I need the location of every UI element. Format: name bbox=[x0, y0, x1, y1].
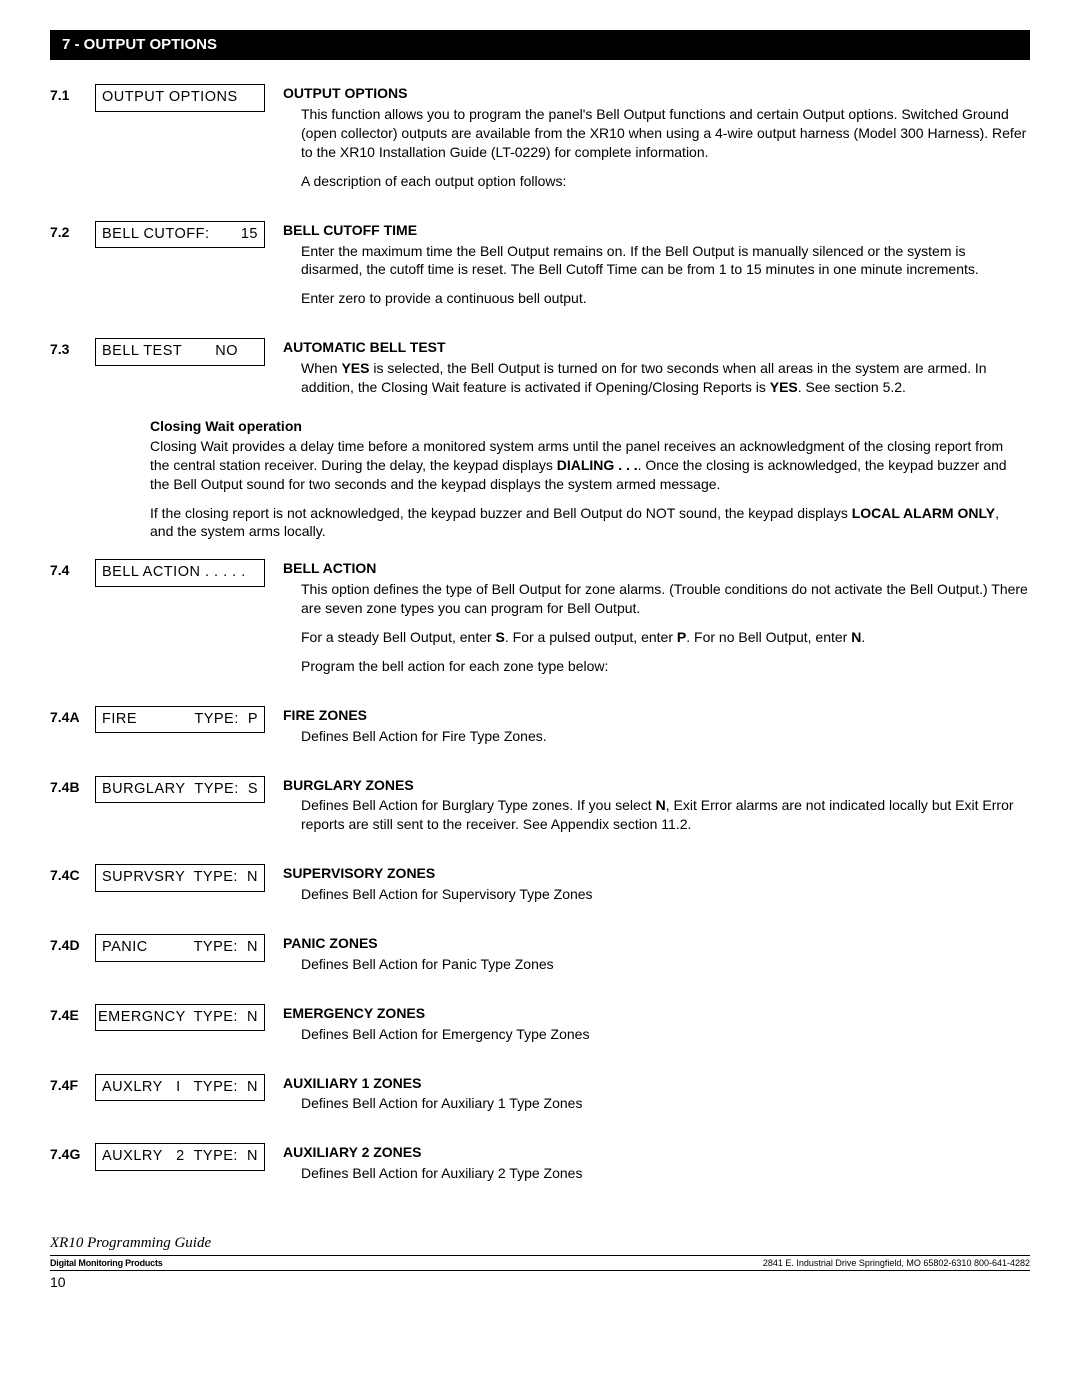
body-text: Defines Bell Action for Supervisory Type… bbox=[301, 885, 1030, 904]
lcd-text-left: BELL CUTOFF: bbox=[102, 225, 210, 245]
footer-guide-title: XR10 Programming Guide bbox=[50, 1233, 1030, 1256]
lcd-display: FIRE TYPE: P bbox=[95, 706, 265, 734]
body-text: Defines Bell Action for Emergency Type Z… bbox=[301, 1025, 1030, 1044]
lcd-display: OUTPUT OPTIONS bbox=[95, 84, 265, 112]
desc-title: AUXILIARY 1 ZONES bbox=[283, 1074, 1030, 1093]
lcd-display: AUXLRY I TYPE: N bbox=[95, 1074, 265, 1102]
row-7-4d: 7.4D PANIC TYPE: N PANIC ZONES Defines Be… bbox=[50, 934, 1030, 984]
row-7-3: 7.3 BELL TEST NO AUTOMATIC BELL TEST When… bbox=[50, 338, 1030, 407]
body-text: Defines Bell Action for Burglary Type zo… bbox=[301, 796, 1030, 834]
section-number: 7.4E bbox=[50, 1004, 95, 1025]
body-text: Defines Bell Action for Panic Type Zones bbox=[301, 955, 1030, 974]
desc-title: OUTPUT OPTIONS bbox=[283, 84, 1030, 103]
section-number: 7.2 bbox=[50, 221, 95, 242]
desc-title: PANIC ZONES bbox=[283, 934, 1030, 953]
row-7-4f: 7.4F AUXLRY I TYPE: N AUXILIARY 1 ZONES D… bbox=[50, 1074, 1030, 1124]
row-7-4e: 7.4E EMERGNCY TYPE: N EMERGENCY ZONES Def… bbox=[50, 1004, 1030, 1054]
lcd-text-left: FIRE bbox=[102, 710, 137, 730]
lcd-display: PANIC TYPE: N bbox=[95, 934, 265, 962]
body-text: A description of each output option foll… bbox=[301, 172, 1030, 191]
section-number: 7.4G bbox=[50, 1143, 95, 1164]
lcd-text-left: EMERGNCY bbox=[98, 1008, 186, 1028]
lcd-display: EMERGNCY TYPE: N bbox=[95, 1004, 265, 1032]
page-number: 10 bbox=[50, 1273, 1030, 1292]
lcd-display: AUXLRY 2 TYPE: N bbox=[95, 1143, 265, 1171]
desc-title: SUPERVISORY ZONES bbox=[283, 864, 1030, 883]
body-text: Enter the maximum time the Bell Output r… bbox=[301, 242, 1030, 280]
desc-title: EMERGENCY ZONES bbox=[283, 1004, 1030, 1023]
lcd-text: OUTPUT OPTIONS bbox=[102, 88, 238, 108]
body-text: For a steady Bell Output, enter S. For a… bbox=[301, 628, 1030, 647]
lcd-text: BELL ACTION . . . . . bbox=[102, 563, 246, 583]
footer-bar: Digital Monitoring Products 2841 E. Indu… bbox=[50, 1256, 1030, 1271]
lcd-text-left: AUXLRY I bbox=[102, 1078, 181, 1098]
lcd-display: BELL CUTOFF: 15 bbox=[95, 221, 265, 249]
section-number: 7.4C bbox=[50, 864, 95, 885]
lcd-display: BELL TEST NO bbox=[95, 338, 265, 366]
lcd-text-left: SUPRVSRY bbox=[102, 868, 185, 888]
lcd-text-right: TYPE: N bbox=[194, 1078, 258, 1098]
section-number: 7.4B bbox=[50, 776, 95, 797]
desc-title: BELL ACTION bbox=[283, 559, 1030, 578]
desc-title: FIRE ZONES bbox=[283, 706, 1030, 725]
section-number: 7.4F bbox=[50, 1074, 95, 1095]
section-number: 7.4A bbox=[50, 706, 95, 727]
row-7-4: 7.4 BELL ACTION . . . . . BELL ACTION Th… bbox=[50, 559, 1030, 685]
section-number: 7.1 bbox=[50, 84, 95, 105]
lcd-text-left: BURGLARY bbox=[102, 780, 186, 800]
body-text: Program the bell action for each zone ty… bbox=[301, 657, 1030, 676]
lcd-text-left: AUXLRY 2 bbox=[102, 1147, 185, 1167]
lcd-text-right: TYPE: N bbox=[194, 1008, 258, 1028]
footer-address: 2841 E. Industrial Drive Springfield, MO… bbox=[763, 1257, 1030, 1269]
section-number: 7.4D bbox=[50, 934, 95, 955]
section-header: 7 - OUTPUT OPTIONS bbox=[50, 30, 1030, 60]
section-number: 7.3 bbox=[50, 338, 95, 359]
body-text: Closing Wait provides a delay time befor… bbox=[150, 437, 1020, 494]
body-text: This function allows you to program the … bbox=[301, 105, 1030, 162]
body-text: When YES is selected, the Bell Output is… bbox=[301, 359, 1030, 397]
body-text: If the closing report is not acknowledge… bbox=[150, 504, 1020, 542]
lcd-display: SUPRVSRY TYPE: N bbox=[95, 864, 265, 892]
lcd-display: BURGLARY TYPE: S bbox=[95, 776, 265, 804]
lcd-text-right: 15 bbox=[241, 225, 258, 245]
lcd-display: BELL ACTION . . . . . bbox=[95, 559, 265, 587]
lcd-text-right: TYPE: S bbox=[194, 780, 258, 800]
lcd-text-left: BELL TEST bbox=[102, 342, 182, 362]
footer-company: Digital Monitoring Products bbox=[50, 1257, 163, 1269]
body-text: Defines Bell Action for Fire Type Zones. bbox=[301, 727, 1030, 746]
row-7-4c: 7.4C SUPRVSRY TYPE: N SUPERVISORY ZONES D… bbox=[50, 864, 1030, 914]
closing-wait-block: Closing Wait operation Closing Wait prov… bbox=[150, 417, 1020, 541]
body-text: Enter zero to provide a continuous bell … bbox=[301, 289, 1030, 308]
lcd-text-right: TYPE: N bbox=[194, 1147, 258, 1167]
lcd-text-right: TYPE: P bbox=[194, 710, 258, 730]
desc-title: AUTOMATIC BELL TEST bbox=[283, 338, 1030, 357]
body-text: This option defines the type of Bell Out… bbox=[301, 580, 1030, 618]
row-7-1: 7.1 OUTPUT OPTIONS OUTPUT OPTIONS This f… bbox=[50, 84, 1030, 200]
row-7-4a: 7.4A FIRE TYPE: P FIRE ZONES Defines Bell… bbox=[50, 706, 1030, 756]
row-7-2: 7.2 BELL CUTOFF: 15 BELL CUTOFF TIME Ente… bbox=[50, 221, 1030, 319]
lcd-text-right: NO bbox=[215, 342, 258, 362]
body-text: Defines Bell Action for Auxiliary 2 Type… bbox=[301, 1164, 1030, 1183]
desc-title: AUXILIARY 2 ZONES bbox=[283, 1143, 1030, 1162]
body-text: Defines Bell Action for Auxiliary 1 Type… bbox=[301, 1094, 1030, 1113]
lcd-text-left: PANIC bbox=[102, 938, 148, 958]
section-number: 7.4 bbox=[50, 559, 95, 580]
sub-title: Closing Wait operation bbox=[150, 417, 1020, 436]
desc-title: BURGLARY ZONES bbox=[283, 776, 1030, 795]
lcd-text-right: TYPE: N bbox=[194, 868, 258, 888]
row-7-4g: 7.4G AUXLRY 2 TYPE: N AUXILIARY 2 ZONES D… bbox=[50, 1143, 1030, 1193]
row-7-4b: 7.4B BURGLARY TYPE: S BURGLARY ZONES Defi… bbox=[50, 776, 1030, 845]
lcd-text-right: TYPE: N bbox=[194, 938, 258, 958]
desc-title: BELL CUTOFF TIME bbox=[283, 221, 1030, 240]
